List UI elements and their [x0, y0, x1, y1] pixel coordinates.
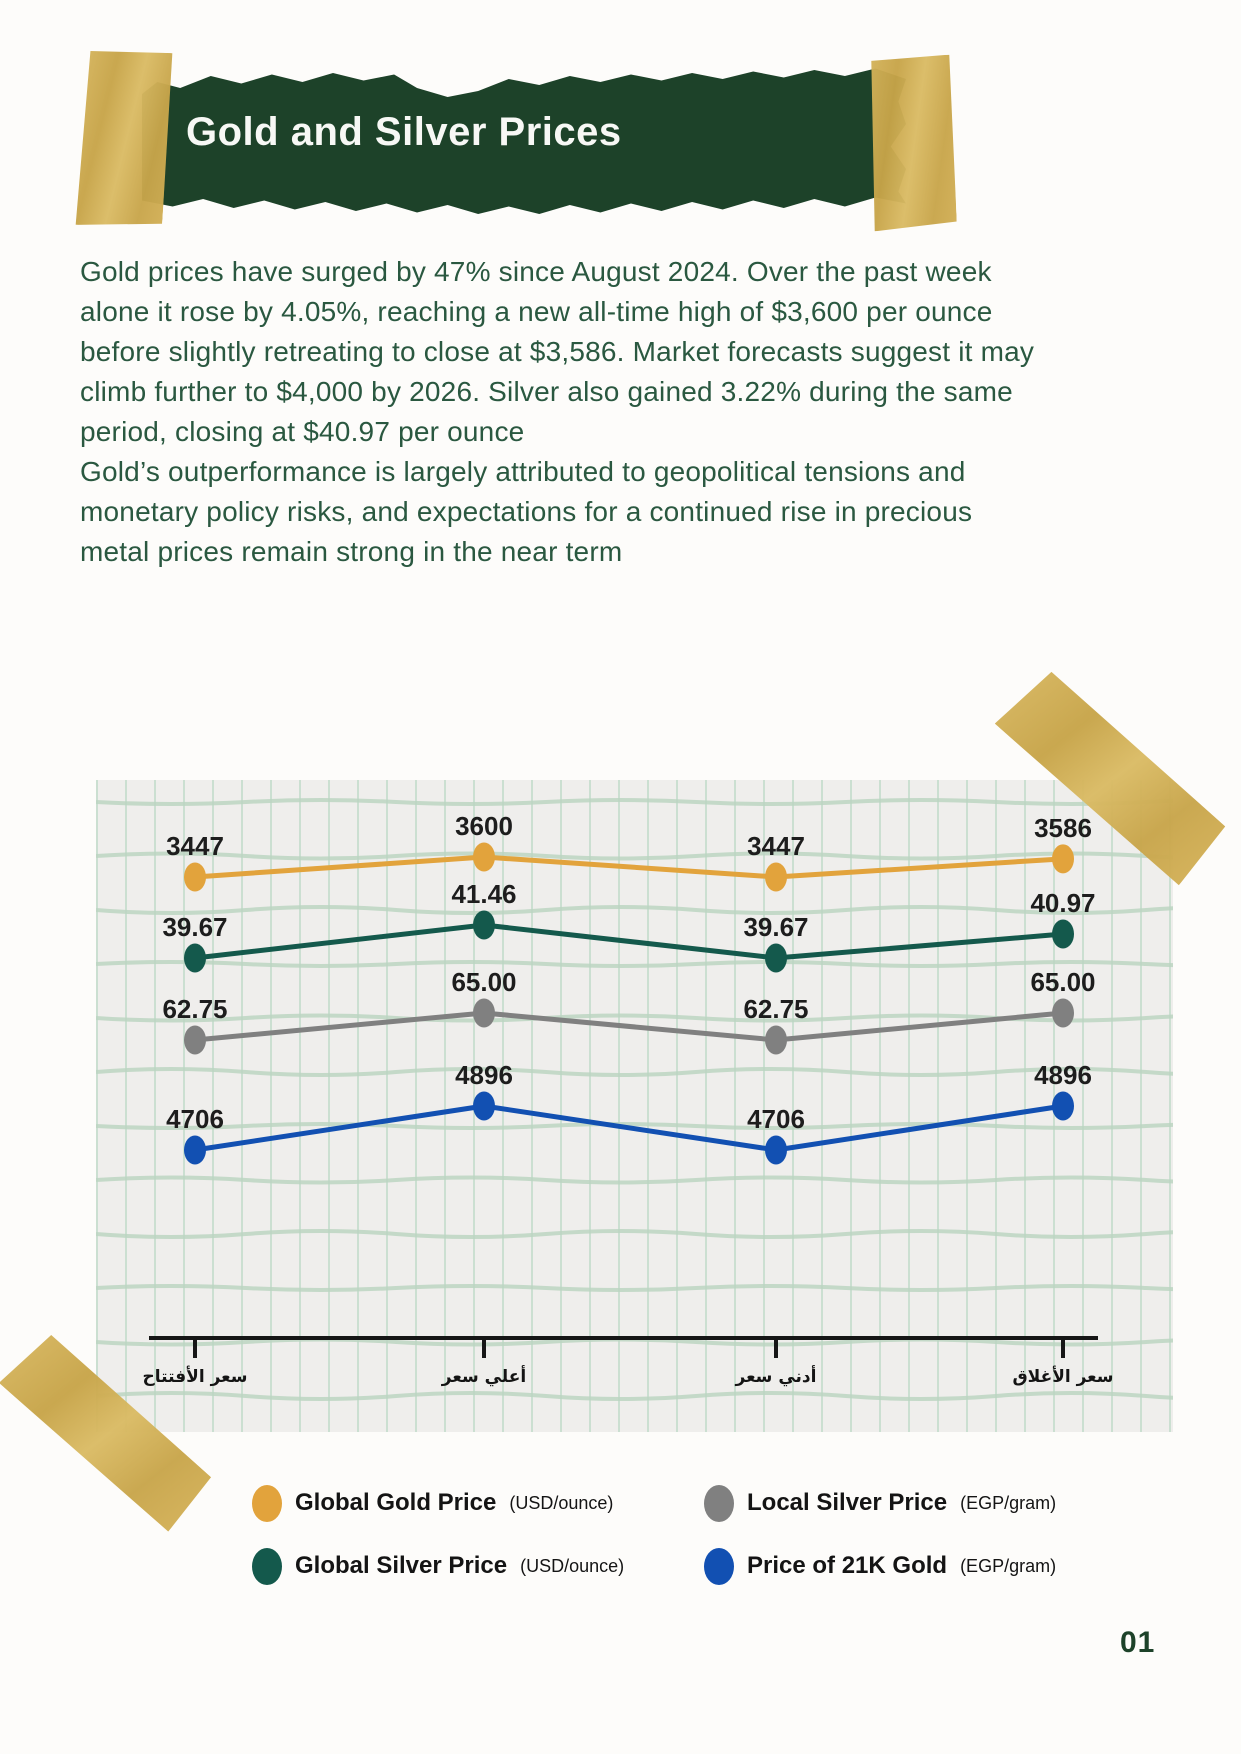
data-point-price-of-21k-gold [1052, 1091, 1074, 1121]
x-axis-label: أعلي سعر [441, 1365, 526, 1387]
grid-wavy-line [96, 1229, 1173, 1239]
data-label: 62.75 [162, 994, 227, 1024]
legend-unit: (EGP/gram) [960, 1492, 1057, 1513]
x-axis-label: أدني سعر [735, 1365, 817, 1387]
grid-wavy-line [96, 798, 1173, 806]
data-label: 62.75 [743, 994, 808, 1024]
data-label: 40.97 [1030, 888, 1095, 918]
data-point-local-silver-price [765, 1025, 787, 1055]
data-label: 3447 [747, 831, 805, 861]
data-label: 3600 [455, 811, 513, 841]
legend-label: Local Silver Price [747, 1489, 948, 1516]
data-point-local-silver-price [184, 1025, 206, 1055]
grid-wavy-line [96, 1122, 1173, 1130]
data-label: 4706 [747, 1104, 805, 1134]
grid-wavy-line [96, 1013, 1173, 1023]
tape-top-left [74, 47, 174, 231]
data-point-global-gold-price [184, 862, 206, 892]
chart-legend: Global Gold Price (USD/ounce) Local Silver… [252, 1484, 1056, 1585]
data-label: 3447 [166, 831, 224, 861]
legend-item-global-gold-price: Global Gold Price (USD/ounce) [252, 1484, 704, 1522]
data-point-global-silver-price [184, 943, 206, 973]
intro-paragraph-2: Gold’s outperformance is largely attribu… [80, 456, 973, 567]
header-banner: Gold and Silver Prices [142, 68, 906, 214]
x-axis-label: سعر الأغلاق [1012, 1366, 1113, 1387]
price-chart-paper: سعر الأفتتاح أعلي سعر أدني سعر سعر الأغلاق 3… [96, 780, 1173, 1432]
data-point-global-gold-price [473, 842, 495, 872]
legend-item-local-silver-price: Local Silver Price (EGP/gram) [704, 1484, 1056, 1522]
data-point-local-silver-price [473, 998, 495, 1028]
page-title: Gold and Silver Prices [186, 110, 622, 154]
legend-label: Global Gold Price [295, 1489, 497, 1516]
legend-item-price-of-21k-gold: Price of 21K Gold (EGP/gram) [704, 1547, 1056, 1585]
legend-unit: (EGP/gram) [960, 1555, 1057, 1576]
intro-paragraph-1: Gold prices have surged by 47% since Aug… [80, 256, 1035, 447]
data-label: 4706 [166, 1104, 224, 1134]
data-point-global-silver-price [473, 910, 495, 940]
data-point-global-gold-price [765, 862, 787, 892]
data-label: 39.67 [162, 912, 227, 942]
legend-dot-price-of-21k-gold [704, 1547, 734, 1585]
legend-unit: (USD/ounce) [520, 1555, 625, 1576]
price-line-chart: سعر الأفتتاح أعلي سعر أدني سعر سعر الأغلاق 3… [96, 798, 1173, 1401]
data-point-global-silver-price [765, 943, 787, 973]
x-axis-label: سعر الأفتتاح [143, 1366, 248, 1387]
data-point-global-gold-price [1052, 844, 1074, 874]
data-point-global-silver-price [1052, 919, 1074, 949]
legend-label: Global Silver Price [295, 1552, 508, 1579]
page-number: 01 [1120, 1626, 1156, 1659]
data-label: 3586 [1034, 813, 1092, 843]
legend-item-global-silver-price: Global Silver Price (USD/ounce) [252, 1547, 704, 1585]
grid-wavy-line [96, 1391, 1173, 1401]
series-line-global-gold-price [192, 854, 1066, 880]
data-label: 41.46 [451, 879, 516, 909]
legend-dot-global-gold-price [252, 1484, 282, 1522]
legend-dot-local-silver-price [704, 1484, 734, 1522]
series-line-local-silver-price [192, 1010, 1066, 1043]
grid-wavy-line [96, 1284, 1173, 1292]
grid-wavy-line [96, 851, 1173, 861]
grid-wavy-line [96, 1175, 1173, 1185]
series-line-global-silver-price [192, 922, 1066, 961]
data-label: 39.67 [743, 912, 808, 942]
data-label: 4896 [1034, 1060, 1092, 1090]
data-point-local-silver-price [1052, 998, 1074, 1028]
grid-wavy-line [96, 905, 1173, 915]
data-label: 65.00 [1030, 967, 1095, 997]
grid-wavy-line [96, 1067, 1173, 1077]
intro-text: Gold prices have surged by 47% since Aug… [80, 252, 1042, 572]
grid-wavy-line [96, 1337, 1173, 1347]
data-label: 4896 [455, 1060, 513, 1090]
data-label: 65.00 [451, 967, 516, 997]
data-point-price-of-21k-gold [184, 1135, 206, 1165]
legend-label: Price of 21K Gold [747, 1552, 948, 1579]
series-line-price-of-21k-gold [192, 1103, 1066, 1153]
grid-wavy-line [96, 960, 1173, 968]
legend-dot-global-silver-price [252, 1547, 282, 1585]
tape-top-right [867, 55, 957, 232]
legend-unit: (USD/ounce) [509, 1492, 614, 1513]
data-point-price-of-21k-gold [765, 1135, 787, 1165]
data-point-price-of-21k-gold [473, 1091, 495, 1121]
